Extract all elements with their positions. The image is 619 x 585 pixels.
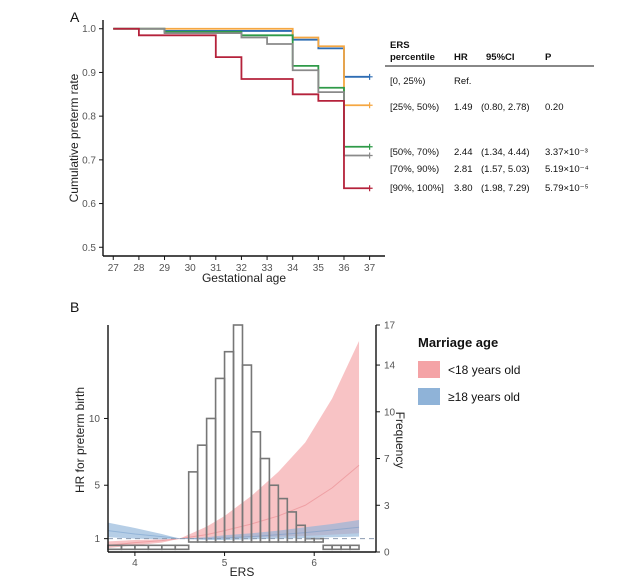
x-tick-label: 35 <box>313 263 325 274</box>
x-tick-label: 30 <box>185 263 197 274</box>
histogram-bar <box>322 544 333 551</box>
table-group-label: [90%, 100%] <box>390 183 444 194</box>
x-tick-label: 28 <box>133 263 145 274</box>
panel-a-letter: A <box>70 9 80 25</box>
legend-label-18-plus: ≥18 years old <box>448 390 520 404</box>
table-p-value: 3.37×10⁻³ <box>545 147 588 158</box>
histogram-bar <box>295 524 307 543</box>
right-y-tick-label: 0 <box>384 548 390 559</box>
histogram-bar <box>134 544 150 551</box>
table-header-p: P <box>545 52 552 63</box>
censor-mark <box>366 152 373 159</box>
x-tick-label: 29 <box>159 263 171 274</box>
table-ci-value: (0.80, 2.78) <box>481 102 530 113</box>
x-tick-label: 36 <box>338 263 350 274</box>
y-tick-label: 0.9 <box>82 68 96 79</box>
x-tick-label: 5 <box>222 558 228 569</box>
x-tick-label: 4 <box>132 558 138 569</box>
table-p-value: 5.79×10⁻⁵ <box>545 183 589 194</box>
right-y-tick-label: 17 <box>384 321 396 332</box>
table-group-label: [70%, 90%) <box>390 164 439 175</box>
panel-b-left-y-label: HR for preterm birth <box>73 387 87 493</box>
censor-mark <box>366 73 373 80</box>
legend-swatch-18-plus <box>418 388 440 405</box>
right-y-tick-label: 10 <box>384 407 396 418</box>
table-p-value: 5.19×10⁻⁴ <box>545 164 589 175</box>
y-tick-label: 0.8 <box>82 112 96 123</box>
left-y-tick-label: 1 <box>94 534 100 545</box>
right-y-tick-label: 7 <box>384 454 390 465</box>
legend-title: Marriage age <box>418 335 498 350</box>
table-group-label: [25%, 50%) <box>390 102 439 113</box>
table-group-label: [0, 25%) <box>390 76 425 87</box>
histogram-bar <box>349 544 360 551</box>
table-hr-value: 1.49 <box>454 102 473 113</box>
x-tick-label: 33 <box>262 263 274 274</box>
table-p-value: 0.20 <box>545 102 564 113</box>
histogram-bar <box>313 537 324 543</box>
table-hr-value: 3.80 <box>454 183 473 194</box>
table-header-ci: 95%CI <box>486 52 515 63</box>
table-header-group-1: ERS <box>390 40 410 51</box>
right-y-tick-label: 3 <box>384 501 390 512</box>
x-tick-label: 32 <box>236 263 248 274</box>
histogram-bar <box>331 544 342 551</box>
right-y-tick-label: 14 <box>384 361 396 372</box>
panel-b-legend: Marriage age <18 years old ≥18 years old <box>418 335 520 405</box>
histogram-bar <box>160 544 177 551</box>
panel-a-x-label: Gestational age <box>202 271 286 285</box>
table-header-hr: HR <box>454 52 468 63</box>
left-y-tick-label: 10 <box>89 414 101 425</box>
table-ci-value: (1.98, 7.29) <box>481 183 530 194</box>
panel-a-y-label: Cumulative preterm rate <box>67 73 81 202</box>
left-y-tick-label: 5 <box>94 481 100 492</box>
panel-b-right-y-label: Frequency <box>393 412 407 469</box>
panel-b-letter: B <box>70 299 79 315</box>
legend-label-under-18: <18 years old <box>448 363 520 377</box>
table-hr-value: 2.44 <box>454 147 473 158</box>
y-tick-label: 1.0 <box>82 24 96 35</box>
x-tick-label: 31 <box>210 263 222 274</box>
histogram-bar <box>340 544 351 551</box>
table-group-label: [50%, 70%) <box>390 147 439 158</box>
y-tick-label: 0.6 <box>82 199 96 210</box>
ci-band-0 <box>108 341 360 548</box>
legend-swatch-under-18 <box>418 361 440 378</box>
panel-b-hr-chart: 4 5 6 1 5 10 0 3 7 10 14 17 ERS HR for preterm birt… <box>73 321 520 580</box>
histogram-bar <box>147 544 163 551</box>
table-ci-value: (1.57, 5.03) <box>481 164 530 175</box>
survival-curve-4 <box>113 27 370 190</box>
panel-b-x-label: ERS <box>230 565 255 579</box>
table-header-group-2: percentile <box>390 52 435 63</box>
x-tick-label: 37 <box>364 263 376 274</box>
table-hr-value: Ref. <box>454 76 471 87</box>
panel-a-survival-chart: 27 28 29 30 31 32 33 34 35 36 37 0.5 0.6 0.7 0.8 0.9 1.0… <box>67 20 594 285</box>
histogram-bar <box>304 537 316 543</box>
histogram-bar <box>120 544 136 551</box>
x-tick-label: 27 <box>108 263 120 274</box>
table-ci-value: (1.34, 4.44) <box>481 147 530 158</box>
y-tick-label: 0.7 <box>82 155 96 166</box>
histogram-bar <box>174 544 190 551</box>
x-tick-label: 6 <box>311 558 317 569</box>
censor-mark <box>366 102 373 109</box>
survival-curve-3 <box>113 27 370 157</box>
censor-mark <box>366 185 373 192</box>
x-tick-label: 34 <box>287 263 299 274</box>
table-hr-value: 2.81 <box>454 164 473 175</box>
y-tick-label: 0.5 <box>82 243 96 254</box>
censor-mark <box>366 143 373 150</box>
